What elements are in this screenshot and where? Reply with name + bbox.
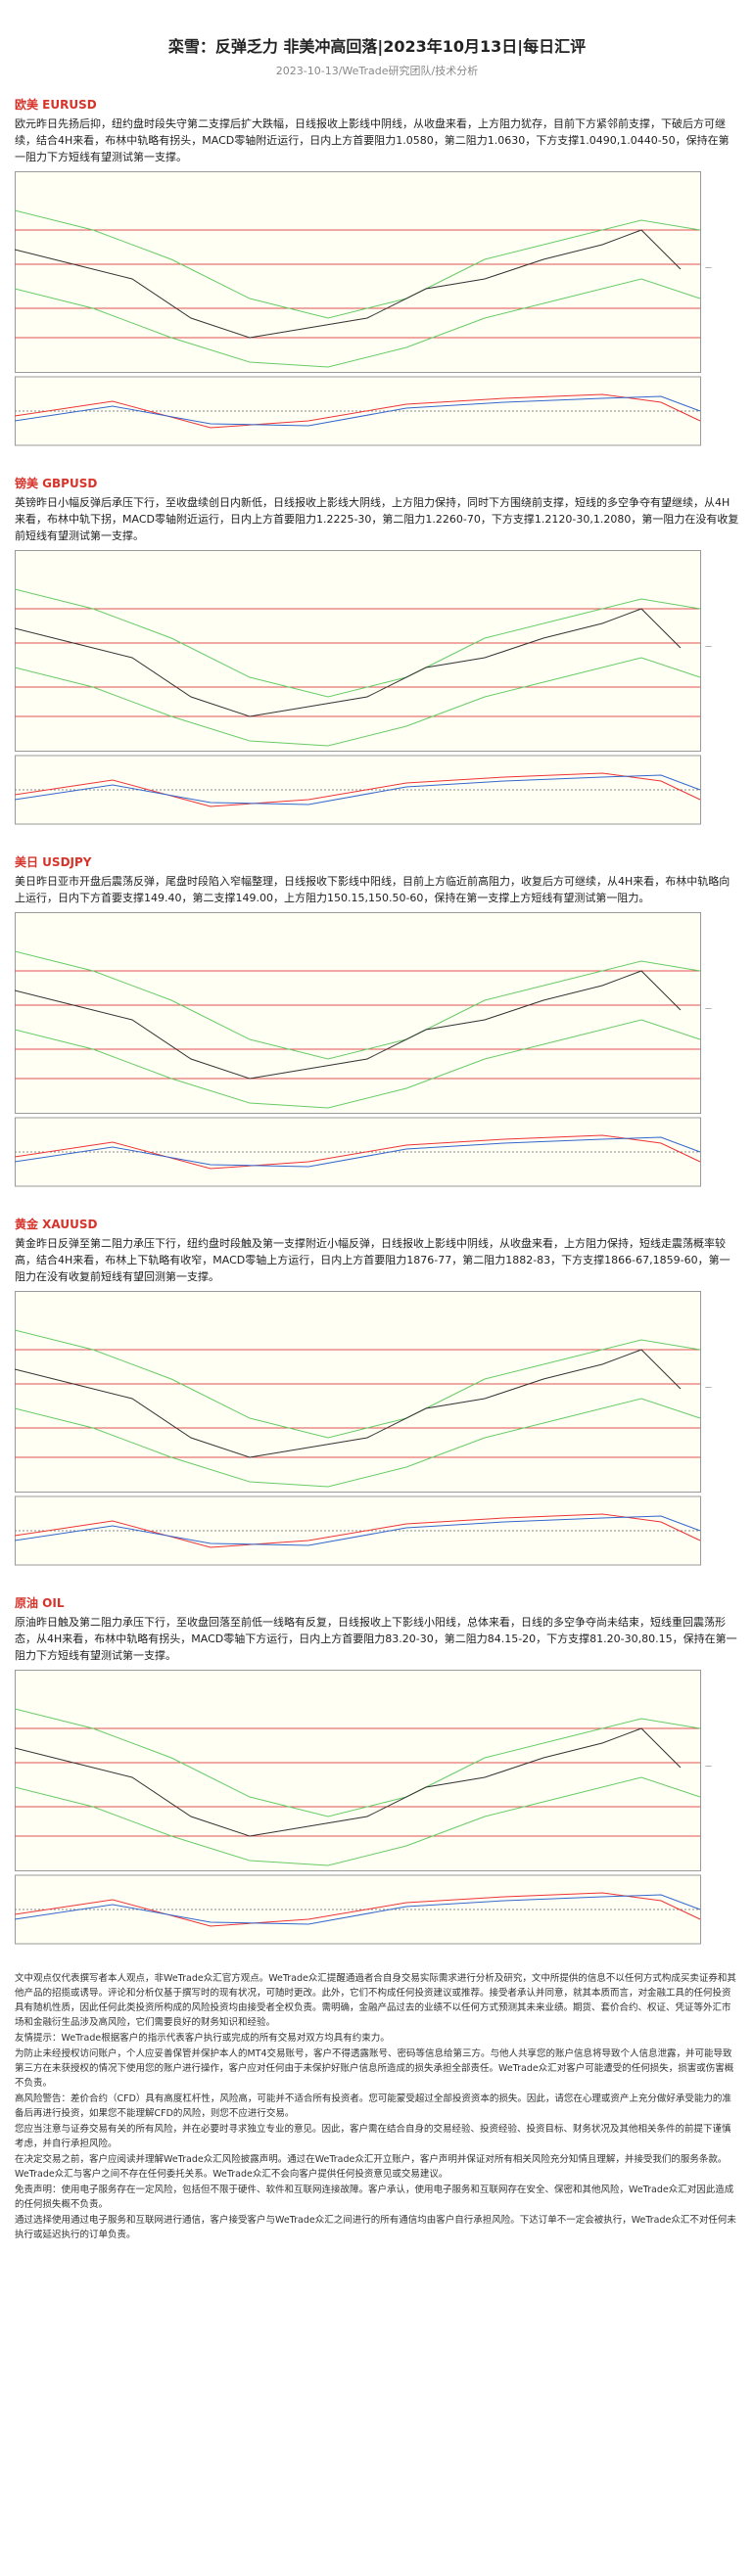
paragraph: 原油昨日触及第二阻力承压下行，至收盘回落至前低一线略有反复，日线报收上下影线小阳… <box>15 1616 737 1662</box>
disclaimer-paragraph: 您应当注意与证券交易有关的所有风险，并在必要时寻求独立专业的意见。因此，客户需在… <box>15 2124 731 2149</box>
subtitle: 2023-10-13/WeTrade研究团队/技术分析 <box>275 65 479 77</box>
disclaimer-paragraph: 通过选择使用通过电子服务和互联网进行通信，客户接受客户与WeTrade众汇之间进… <box>15 2215 736 2240</box>
heading: 原油 OIL <box>15 1596 65 1610</box>
section: 美日 USDJPY 美日昨日亚市开盘后震荡反弹，尾盘时段陷入窄幅整理，日线报收下… <box>15 853 739 1206</box>
disclaimer-paragraph: 高风险警告：差价合约（CFD）具有高度杠杆性，风险高，可能并不适合所有投资者。您… <box>15 2093 731 2119</box>
heading: 黄金 XAUUSD <box>15 1218 98 1231</box>
disclaimer-paragraph: 免责声明：使用电子服务存在一定风险，包括但不限于硬件、软件和互联网连接故障。客户… <box>15 2185 734 2210</box>
section: 镑美 GBPUSD 英镑昨日小幅反弹后承压下行，至收盘续创日内新低，日线报收上影… <box>15 475 739 844</box>
paragraph: 英镑昨日小幅反弹后承压下行，至收盘续创日内新低，日线报收上影线大阴线，上方阻力保… <box>15 496 739 542</box>
disclaimer: 文中观点仅代表撰写者本人观点，非WeTrade众汇官方观点。WeTrade众汇提… <box>15 1971 739 2242</box>
paragraph: 美日昨日亚市开盘后震荡反弹，尾盘时段陷入窄幅整理，日线报收下影线中阳线，目前上方… <box>15 875 730 904</box>
chart-image <box>15 912 739 1206</box>
heading: 欧美 EURUSD <box>15 98 97 112</box>
paragraph: 欧元昨日先扬后抑，纽约盘时段失守第二支撑后扩大跌幅，日线报收上影线中阴线，从收盘… <box>15 117 730 163</box>
chart-image <box>15 550 739 844</box>
disclaimer-paragraph: 友情提示：WeTrade根据客户的指示代表客户执行或完成的所有交易对双方均具有约… <box>15 2033 390 2044</box>
disclaimer-paragraph: 文中观点仅代表撰写者本人观点，非WeTrade众汇官方观点。WeTrade众汇提… <box>15 1973 736 2028</box>
section: 欧美 EURUSD 欧元昨日先扬后抑，纽约盘时段失守第二支撑后扩大跌幅，日线报收… <box>15 96 739 465</box>
disclaimer-paragraph: 为防止未经授权访问账户，个人应妥善保管并保护本人的MT4交易账号，客户不得透露账… <box>15 2048 734 2089</box>
section: 原油 OIL 原油昨日触及第二阻力承压下行，至收盘回落至前低一线略有反复，日线报… <box>15 1594 739 1963</box>
heading: 美日 USDJPY <box>15 855 92 869</box>
disclaimer-paragraph: 在决定交易之前，客户应阅读并理解WeTrade众汇风险披露声明。通过在WeTra… <box>15 2154 728 2180</box>
paragraph: 黄金昨日反弹至第二阻力承压下行，纽约盘时段触及第一支撑附近小幅反弹，日线报收上影… <box>15 1237 730 1283</box>
chart-image <box>15 171 739 465</box>
chart-image <box>15 1670 739 1963</box>
chart-image <box>15 1291 739 1585</box>
section: 黄金 XAUUSD 黄金昨日反弹至第二阻力承压下行，纽约盘时段触及第一支撑附近小… <box>15 1216 739 1585</box>
title: 栾雪：反弹乏力 非美冲高回落|2023年10月13日|每日汇评 <box>167 37 587 56</box>
heading: 镑美 GBPUSD <box>15 477 98 490</box>
